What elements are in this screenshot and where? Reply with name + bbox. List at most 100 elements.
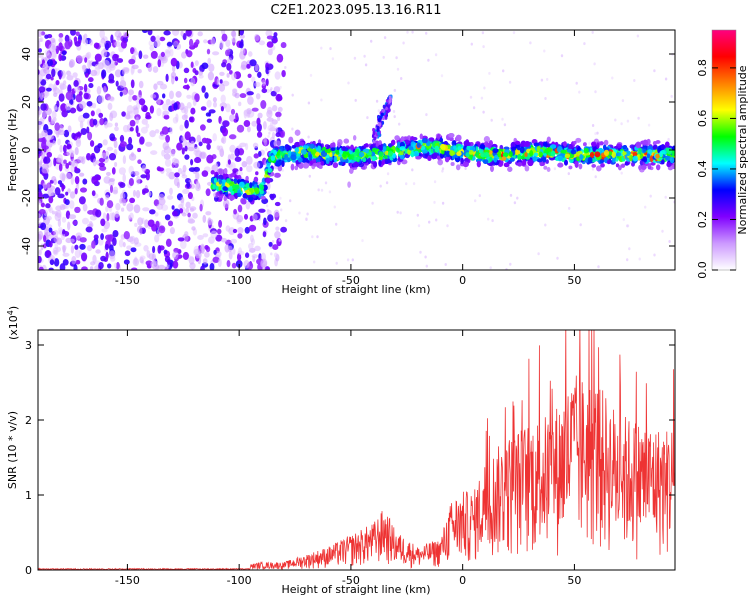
spectrogram-point (234, 92, 240, 99)
spectrogram-point (243, 213, 249, 220)
spectrogram-point (237, 204, 243, 213)
spectrogram-point (107, 263, 112, 269)
spectrogram-point (457, 146, 462, 151)
spectrogram-point (483, 86, 486, 90)
spectrogram-point (140, 126, 148, 134)
spectrogram-point (54, 187, 61, 196)
spectrogram-point (119, 91, 123, 97)
spectrogram-point (165, 98, 171, 106)
spectrogram-point (187, 217, 194, 223)
spectrogram-point (85, 226, 93, 233)
spectrogram-y-label: Frequency (Hz) (6, 109, 19, 192)
spectrogram-point (378, 140, 382, 146)
spectrogram-point (38, 230, 44, 240)
spectrogram-point (163, 114, 170, 120)
spectrogram-point (480, 96, 484, 100)
spectrogram-point (236, 80, 243, 89)
spectrogram-point (568, 206, 571, 210)
spectrogram-point (482, 159, 489, 164)
spectrogram-point (152, 66, 159, 73)
spectrogram-point (38, 200, 41, 205)
spectrogram-point (626, 119, 630, 123)
spectrogram-point (349, 168, 354, 174)
spectrogram-point (186, 181, 191, 189)
spectrogram-point (243, 109, 248, 119)
spectrogram-point (55, 79, 60, 86)
spectrogram-point (543, 49, 546, 53)
spectrogram-point (172, 157, 178, 166)
spectrogram-point (227, 57, 233, 65)
spectrogram-point (275, 111, 282, 118)
spectrogram-point (509, 262, 512, 266)
spectrogram-point (647, 163, 652, 170)
spectrogram-point (267, 214, 274, 222)
spectrogram-point (107, 96, 115, 101)
spectrogram-point (364, 63, 368, 67)
spectrogram-point (671, 149, 675, 157)
spectrogram-point (109, 244, 114, 253)
spectrogram-point (109, 133, 116, 141)
spectrogram-point (133, 171, 140, 176)
spectrogram-point (216, 228, 222, 235)
spectrogram-point (57, 129, 65, 136)
spectrogram-point (491, 219, 494, 223)
spectrogram-point (165, 238, 172, 247)
spectrogram-point (65, 162, 70, 169)
spectrogram-point (87, 68, 91, 75)
spectrogram-x-tick-label: -100 (227, 274, 252, 287)
spectrogram-point (70, 245, 75, 254)
spectrogram-point (181, 170, 186, 177)
spectrogram-point (109, 185, 114, 193)
spectrogram-point (90, 261, 96, 266)
spectrogram-point (441, 144, 446, 151)
spectrogram-point (501, 117, 504, 121)
spectrogram-point (154, 234, 160, 243)
spectrogram-point (44, 34, 49, 39)
spectrogram-point (58, 227, 63, 233)
spectrogram-point (78, 100, 87, 109)
spectrogram-point (169, 227, 175, 235)
spectrogram-point (187, 192, 193, 200)
spectrogram-point (88, 220, 93, 227)
spectrogram-point (201, 85, 206, 93)
spectrogram-point (62, 258, 69, 266)
spectrogram-point (519, 146, 525, 154)
spectrogram-point (110, 34, 114, 44)
spectrogram-point (266, 35, 274, 40)
spectrogram-point (74, 132, 82, 137)
spectrogram-point (366, 116, 369, 120)
spectrogram-point (432, 152, 438, 159)
spectrogram-point (42, 62, 49, 69)
spectrogram-point (61, 110, 68, 118)
colorbar-tick-label: 0.8 (696, 59, 709, 77)
spectrogram-point (248, 242, 254, 250)
spectrogram-point (378, 156, 384, 161)
spectrogram-point (106, 212, 110, 222)
spectrogram-point (121, 111, 126, 117)
spectrogram-point (182, 84, 190, 90)
spectrogram-point (74, 244, 79, 250)
spectrogram-point (190, 158, 194, 166)
spectrogram-point (271, 240, 275, 243)
spectrogram-point (298, 211, 301, 215)
spectrogram-point (372, 127, 376, 132)
spectrogram-point (165, 168, 172, 173)
spectrogram-point (238, 30, 245, 36)
spectrogram-point (150, 50, 158, 59)
spectrogram-point (570, 149, 577, 155)
spectrogram-point (277, 95, 283, 101)
spectrogram-point (436, 133, 441, 140)
spectrogram-point (74, 147, 79, 156)
spectrogram-point (392, 110, 396, 113)
spectrogram-point (157, 264, 166, 270)
spectrogram-point (659, 150, 663, 158)
spectrogram-point (308, 154, 313, 161)
spectrogram-point (61, 216, 67, 223)
spectrogram-point (194, 60, 199, 66)
spectrogram-point (166, 171, 170, 177)
spectrogram-point (254, 245, 261, 252)
spectrogram-point (378, 151, 384, 157)
spectrogram-point (256, 123, 262, 132)
spectrogram-point (303, 145, 309, 149)
spectrogram-point (47, 134, 54, 140)
